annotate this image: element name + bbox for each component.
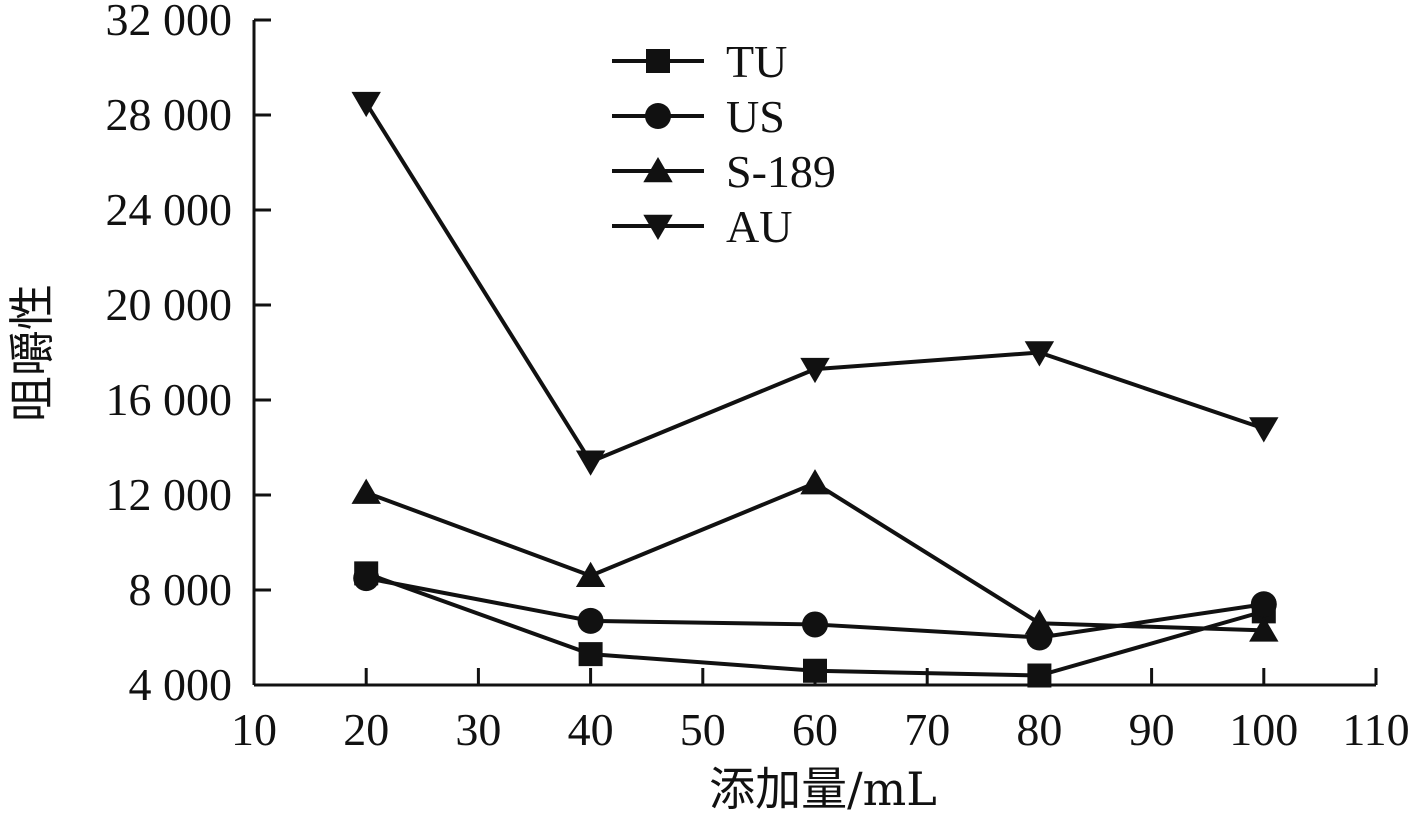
data-point-s-189 xyxy=(351,478,381,504)
x-axis-title: 添加量/mL xyxy=(709,762,937,816)
legend-entry-tu: TU xyxy=(612,36,787,87)
data-point-s-189 xyxy=(1249,616,1279,642)
data-point-s-189 xyxy=(575,561,606,587)
legend-label: TU xyxy=(726,36,787,87)
y-tick-label: 20 000 xyxy=(106,279,233,330)
legend-label: S-189 xyxy=(726,146,836,197)
x-tick-label: 50 xyxy=(680,704,726,755)
legend-marker-s-189 xyxy=(643,157,673,183)
y-axis-title: 咀嚼性 xyxy=(5,284,59,422)
x-tick-label: 110 xyxy=(1342,704,1409,755)
series-line-s-189 xyxy=(365,481,1264,633)
data-point-au xyxy=(800,357,830,384)
y-tick-label: 16 000 xyxy=(106,374,233,425)
data-point-us xyxy=(802,611,828,638)
legend-label: AU xyxy=(726,201,792,252)
data-point-tu xyxy=(578,642,603,667)
data-point-us xyxy=(1250,591,1277,618)
data-point-tu xyxy=(803,658,827,683)
legend-marker-tu xyxy=(646,49,670,73)
x-tick-label: 40 xyxy=(568,704,614,755)
legend-marker-au xyxy=(643,214,673,240)
y-tick-label: 12 000 xyxy=(106,469,233,520)
data-point-au xyxy=(1249,417,1279,443)
x-tick-label: 30 xyxy=(455,704,501,755)
y-tick-label: 32 000 xyxy=(106,0,233,45)
data-point-au xyxy=(1024,341,1055,367)
x-tick-label: 10 xyxy=(231,704,277,755)
data-point-au xyxy=(575,450,606,476)
data-point-us xyxy=(353,565,380,592)
axes xyxy=(252,20,1376,687)
series-au xyxy=(351,91,1279,476)
series-lines xyxy=(351,91,1279,688)
legend-marker-us xyxy=(645,103,671,129)
x-tick-label: 90 xyxy=(1129,704,1175,755)
legend-entry-au: AU xyxy=(612,201,792,252)
x-tick-label: 20 xyxy=(343,704,389,755)
legend-entry-s-189: S-189 xyxy=(612,146,836,197)
y-tick-label: 4 000 xyxy=(129,659,233,710)
y-tick-label: 8 000 xyxy=(129,564,233,615)
x-tick-label: 70 xyxy=(904,704,950,755)
data-point-s-189 xyxy=(1024,609,1055,635)
legend-label: US xyxy=(726,91,785,142)
y-tick-label: 24 000 xyxy=(106,184,233,235)
data-point-au xyxy=(351,91,381,118)
x-tick-label: 100 xyxy=(1229,704,1298,755)
data-point-tu xyxy=(1027,663,1052,688)
series-us xyxy=(353,565,1277,651)
y-tick-label: 28 000 xyxy=(106,89,233,140)
data-point-us xyxy=(577,607,604,634)
x-tick-label: 80 xyxy=(1016,704,1062,755)
legend-entry-us: US xyxy=(612,91,785,142)
series-s-189 xyxy=(351,469,1279,642)
data-point-s-189 xyxy=(800,469,830,495)
x-tick-label: 60 xyxy=(792,704,838,755)
